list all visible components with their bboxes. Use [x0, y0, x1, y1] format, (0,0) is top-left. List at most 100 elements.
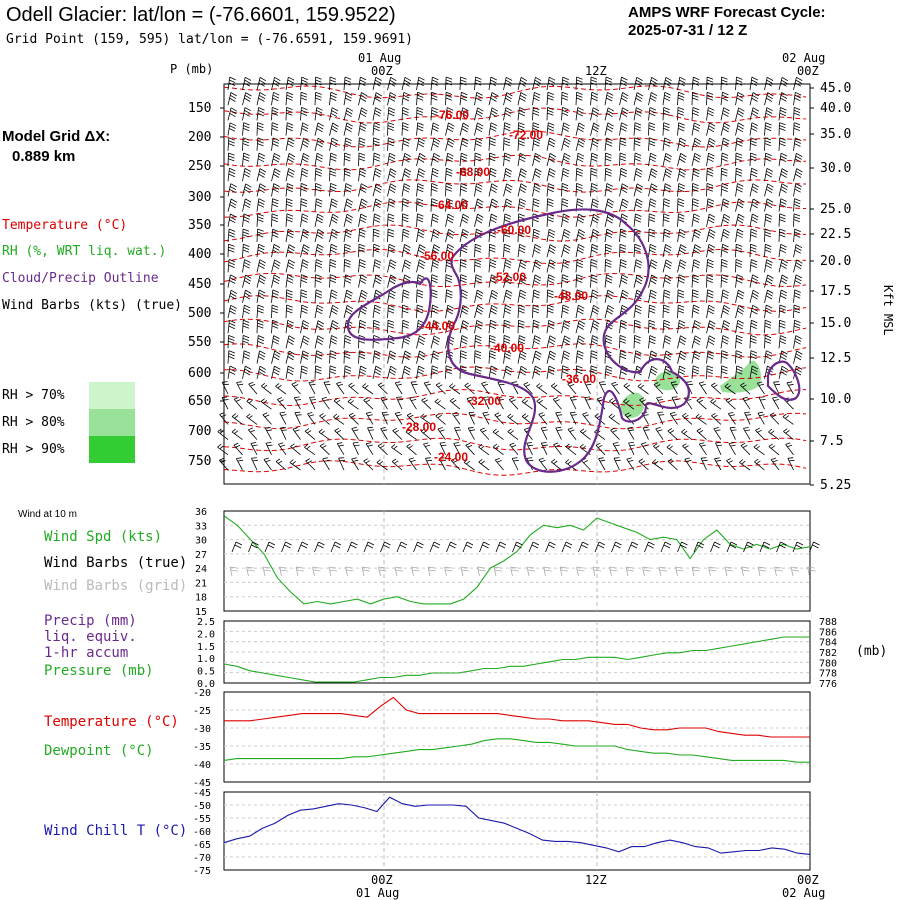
wind-barb	[227, 198, 238, 212]
wind-barb	[285, 91, 294, 106]
wind-barb	[372, 228, 380, 243]
wind-barb	[778, 319, 786, 334]
wind-barb	[604, 305, 615, 319]
wind-barb	[735, 243, 743, 258]
wind-barb-true	[462, 541, 474, 553]
wind-barb	[758, 396, 766, 410]
wind-barb	[423, 381, 432, 395]
wind-barb	[227, 319, 236, 334]
wind-barb	[256, 183, 267, 197]
wind-barb	[358, 289, 368, 303]
wind-barb	[608, 413, 620, 425]
wind-barb	[764, 304, 773, 319]
wind-barb	[348, 412, 359, 425]
wind-barb	[494, 412, 504, 425]
wind-barb	[517, 335, 526, 349]
wind-barb	[468, 411, 476, 425]
wind-barb	[575, 274, 583, 288]
wind-barb	[706, 320, 716, 334]
precip-label: Precip (mm)	[44, 613, 137, 629]
wind-barb	[256, 259, 266, 273]
pressure-tick: 780	[819, 658, 837, 669]
wind-barb	[532, 152, 542, 167]
bottom-hour-label: 00Z	[371, 873, 393, 887]
wind-barb	[633, 335, 641, 349]
wind-barb	[532, 137, 541, 151]
wind-barb	[637, 383, 649, 395]
wind-barb	[233, 442, 243, 456]
pressure-tick: 400	[188, 247, 211, 262]
wind-barb	[314, 137, 325, 151]
wind-barb	[764, 107, 773, 121]
wind-barb	[619, 152, 627, 167]
wind-barb	[488, 92, 499, 106]
wind-barb	[778, 335, 787, 349]
page-title: Odell Glacier: lat/lon = (-76.6601, 159.…	[6, 4, 396, 26]
top-hour-label: 12Z	[585, 64, 607, 78]
windchill-tick: -75	[193, 866, 211, 877]
wind-barb	[314, 320, 325, 334]
wind-barb	[677, 350, 687, 364]
wind-barb	[285, 198, 293, 212]
wind-barb	[546, 122, 555, 136]
wind-barb	[706, 335, 716, 349]
wind-barb	[479, 427, 490, 440]
wind-barb	[648, 259, 658, 273]
wind-barb-grid	[609, 566, 618, 577]
wind-barb	[358, 259, 366, 273]
wind-barb	[590, 304, 600, 319]
wind-barb	[256, 319, 264, 334]
wind-barb	[580, 428, 591, 440]
wind-barb	[772, 396, 780, 410]
legend-rh90: RH > 90%	[2, 442, 65, 457]
wind-barb	[401, 289, 410, 303]
wind-barb	[532, 274, 542, 288]
wind-barb	[445, 320, 455, 334]
wind-barb	[387, 335, 395, 349]
wind-barb-true	[330, 541, 342, 553]
wind-barb	[329, 76, 337, 91]
wind-barb	[778, 183, 788, 197]
wind-barb	[300, 213, 309, 227]
wind-barb	[691, 304, 700, 319]
wind-barb	[401, 228, 410, 243]
wind-barb	[642, 426, 650, 440]
wind-barb	[416, 137, 426, 151]
wind-barb	[445, 365, 453, 379]
wind-barb	[401, 107, 409, 121]
wind-barb	[604, 198, 615, 212]
wind-barb	[452, 411, 461, 425]
wind-barb	[488, 243, 496, 258]
legend-rh90-swatch	[89, 436, 135, 463]
wind-barb	[787, 457, 795, 471]
wind-barb	[517, 137, 525, 151]
wind-barb	[735, 76, 743, 91]
wind-barb	[793, 350, 803, 364]
wind-barb	[648, 107, 657, 121]
wind-barb	[343, 243, 351, 258]
wind-barb	[260, 382, 272, 395]
wind-barb	[503, 289, 513, 303]
wind-barb	[401, 137, 410, 151]
wind-barb	[406, 443, 417, 456]
wind-barb	[256, 107, 265, 121]
wind-barb	[503, 228, 511, 243]
wind-barb	[227, 228, 236, 243]
wind-barb	[691, 167, 700, 182]
wind-barb	[488, 335, 496, 349]
wind-barb	[285, 304, 293, 319]
wind-barb	[532, 244, 542, 258]
wind-barb	[343, 183, 352, 197]
wind-barb-true	[413, 541, 424, 553]
wind-barb	[275, 383, 287, 395]
wind-barb	[445, 167, 453, 182]
wind-barb-true	[363, 541, 375, 553]
wind-barb	[532, 319, 540, 334]
wind-barb	[329, 228, 339, 243]
wind-barb	[300, 228, 310, 243]
wind-barb	[363, 397, 374, 410]
wind-barb	[242, 183, 252, 197]
forecast-cycle-label: AMPS WRF Forecast Cycle:	[628, 4, 826, 21]
wind-barb	[720, 243, 729, 258]
